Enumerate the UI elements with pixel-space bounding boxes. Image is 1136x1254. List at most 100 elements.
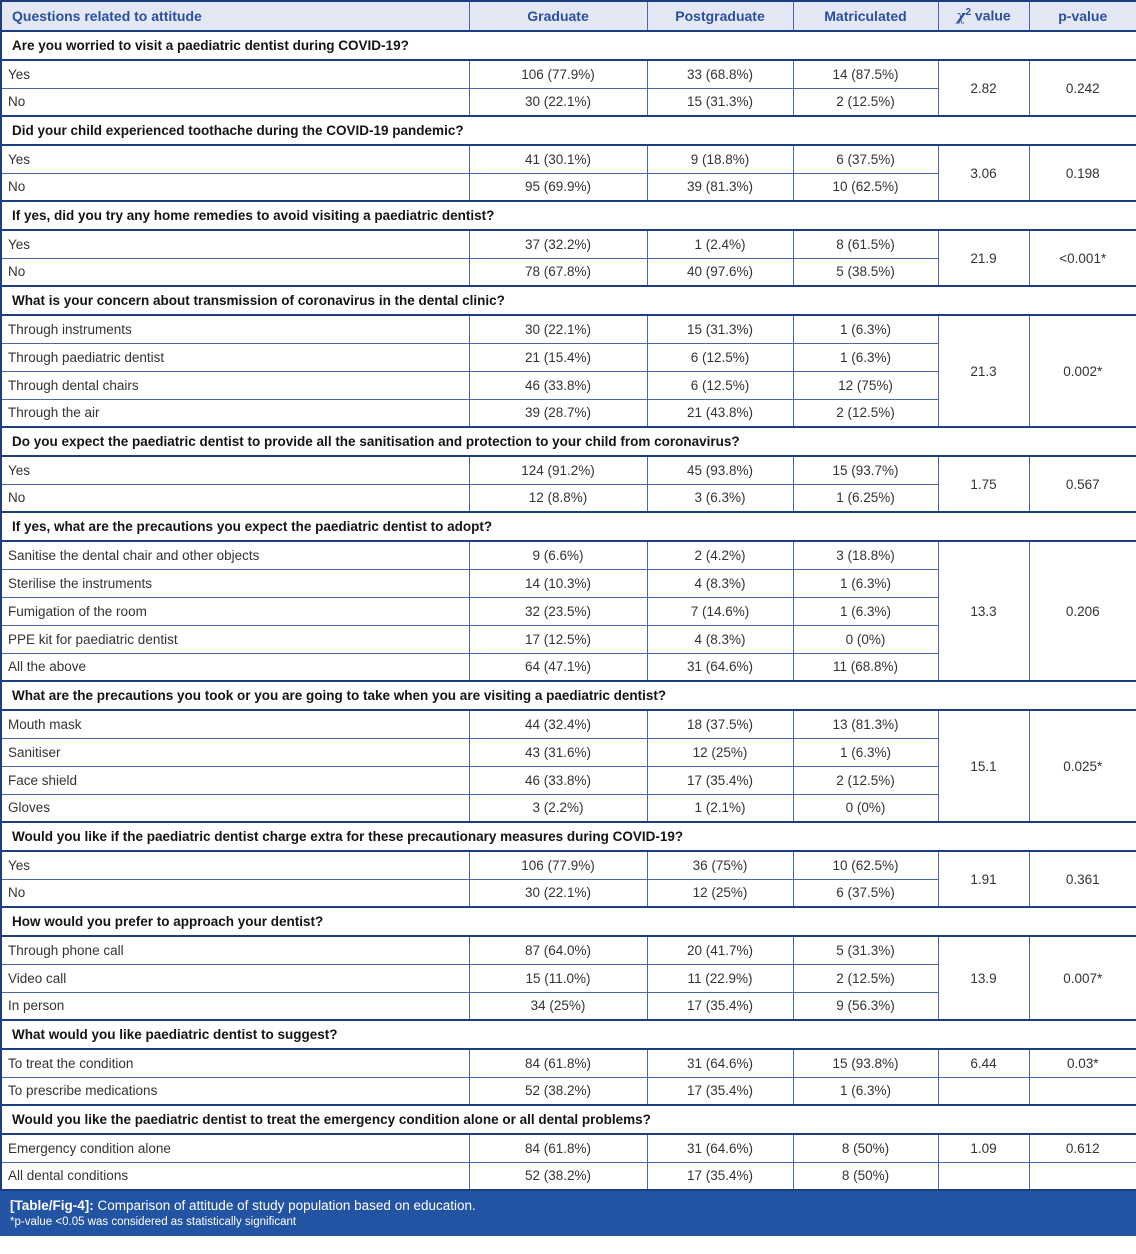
answer-row: Yes 124 (91.2%) 45 (93.8%) 15 (93.7%) 1.75 0.… <box>0 455 1136 513</box>
graduate-value-cell: 84 (61.8%) <box>468 1048 648 1078</box>
answer-row: All dental conditions 52 (38.2%) 17 (35.4%… <box>0 1161 1136 1191</box>
matriculated-value-cell: 1 (6.3%) <box>792 1076 939 1106</box>
question-row: Do you expect the paediatric dentist to … <box>0 426 1136 457</box>
table-caption-text: Comparison of attitude of study populati… <box>93 1198 476 1213</box>
postgraduate-value-cell: 31 (64.6%) <box>646 652 794 682</box>
answer-label-cell: No <box>0 483 470 513</box>
graduate-value-cell: 46 (33.8%) <box>468 765 648 795</box>
answer-label-cell: Sterilise the instruments <box>0 568 470 598</box>
postgraduate-value-cell: 18 (37.5%) <box>646 709 794 739</box>
chi-square-value-cell: 15.1 <box>937 709 1030 823</box>
answer-row: Through paediatric dentist 21 (15.4%) 6 (1… <box>0 342 1136 372</box>
question-cell: Do you expect the paediatric dentist to … <box>0 426 1136 457</box>
chi-value-text: value <box>971 7 1011 24</box>
graduate-value-cell: 52 (38.2%) <box>468 1161 648 1191</box>
p-value-cell: 0.361 <box>1028 850 1136 908</box>
graduate-value-cell: 9 (6.6%) <box>468 540 648 570</box>
answer-label-cell: Emergency condition alone <box>0 1133 470 1163</box>
question-cell: If yes, what are the precautions you exp… <box>0 511 1136 542</box>
answer-row: Gloves 3 (2.2%) 1 (2.1%) 0 (0%) <box>0 793 1136 823</box>
answer-label-cell: Sanitiser <box>0 737 470 767</box>
answer-row: Emergency condition alone 84 (61.8%) 31 (6… <box>0 1133 1136 1163</box>
postgraduate-value-cell: 17 (35.4%) <box>646 991 794 1021</box>
matriculated-value-cell: 15 (93.7%) <box>792 455 939 485</box>
postgraduate-value-cell: 6 (12.5%) <box>646 370 794 400</box>
matriculated-value-cell: 12 (75%) <box>792 370 939 400</box>
postgraduate-value-cell: 1 (2.1%) <box>646 793 794 823</box>
answer-row: All the above 64 (47.1%) 31 (64.6%) 11 (68.… <box>0 652 1136 682</box>
p-value-cell: <0.001* <box>1028 229 1136 287</box>
matriculated-value-cell: 6 (37.5%) <box>792 144 939 174</box>
postgraduate-value-cell: 11 (22.9%) <box>646 963 794 993</box>
answer-label-cell: All dental conditions <box>0 1161 470 1191</box>
answer-row: Through instruments 30 (22.1%) 15 (31.3%) 1… <box>0 314 1136 428</box>
answer-row: To prescribe medications 52 (38.2%) 17 (35… <box>0 1076 1136 1106</box>
matriculated-value-cell: 5 (38.5%) <box>792 257 939 287</box>
matriculated-value-cell: 5 (31.3%) <box>792 935 939 965</box>
answer-label-cell: No <box>0 87 470 117</box>
answer-label-cell: Yes <box>0 850 470 880</box>
question-row: How would you prefer to approach your de… <box>0 906 1136 937</box>
answer-row: Through phone call 87 (64.0%) 20 (41.7%) 5 … <box>0 935 1136 1021</box>
graduate-value-cell: 46 (33.8%) <box>468 370 648 400</box>
chi-square-value-cell <box>937 1076 1030 1106</box>
matriculated-value-cell: 8 (50%) <box>792 1133 939 1163</box>
answer-row: Sanitiser 43 (31.6%) 12 (25%) 1 (6.3%) <box>0 737 1136 767</box>
answer-label-cell: To prescribe medications <box>0 1076 470 1106</box>
postgraduate-value-cell: 6 (12.5%) <box>646 342 794 372</box>
graduate-value-cell: 106 (77.9%) <box>468 59 648 89</box>
graduate-value-cell: 124 (91.2%) <box>468 455 648 485</box>
matriculated-value-cell: 8 (50%) <box>792 1161 939 1191</box>
graduate-value-cell: 15 (11.0%) <box>468 963 648 993</box>
chi-superscript: 2 <box>965 7 972 19</box>
postgraduate-value-cell: 17 (35.4%) <box>646 765 794 795</box>
graduate-value-cell: 3 (2.2%) <box>468 793 648 823</box>
postgraduate-value-cell: 36 (75%) <box>646 850 794 880</box>
answer-label-cell: PPE kit for paediatric dentist <box>0 624 470 654</box>
answer-label-cell: In person <box>0 991 470 1021</box>
matriculated-value-cell: 2 (12.5%) <box>792 765 939 795</box>
graduate-value-cell: 37 (32.2%) <box>468 229 648 259</box>
graduate-value-cell: 34 (25%) <box>468 991 648 1021</box>
question-row: What are the precautions you took or you… <box>0 680 1136 711</box>
answer-label-cell: Yes <box>0 144 470 174</box>
postgraduate-value-cell: 4 (8.3%) <box>646 568 794 598</box>
question-cell: Would you like the paediatric dentist to… <box>0 1104 1136 1135</box>
answer-row: No 12 (8.8%) 3 (6.3%) 1 (6.25%) <box>0 483 1136 513</box>
graduate-value-cell: 84 (61.8%) <box>468 1133 648 1163</box>
matriculated-value-cell: 0 (0%) <box>792 624 939 654</box>
matriculated-value-cell: 2 (12.5%) <box>792 963 939 993</box>
graduate-value-cell: 39 (28.7%) <box>468 398 648 428</box>
p-value-cell: 0.206 <box>1028 540 1136 682</box>
answer-row: No 95 (69.9%) 39 (81.3%) 10 (62.5%) <box>0 172 1136 202</box>
p-value-cell: 0.025* <box>1028 709 1136 823</box>
column-header-pvalue: p-value <box>1028 0 1136 32</box>
answer-label-cell: Face shield <box>0 765 470 795</box>
answer-row: In person 34 (25%) 17 (35.4%) 9 (56.3%) <box>0 991 1136 1021</box>
matriculated-value-cell: 11 (68.8%) <box>792 652 939 682</box>
matriculated-value-cell: 2 (12.5%) <box>792 398 939 428</box>
question-cell: What is your concern about transmission … <box>0 285 1136 316</box>
postgraduate-value-cell: 20 (41.7%) <box>646 935 794 965</box>
table-caption-line: [Table/Fig-4]: Comparison of attitude of… <box>10 1198 1126 1213</box>
answer-label-cell: Yes <box>0 455 470 485</box>
question-cell: If yes, did you try any home remedies to… <box>0 200 1136 231</box>
postgraduate-value-cell: 15 (31.3%) <box>646 87 794 117</box>
graduate-value-cell: 14 (10.3%) <box>468 568 648 598</box>
graduate-value-cell: 64 (47.1%) <box>468 652 648 682</box>
column-header-chi-square: χ2 value <box>937 0 1030 32</box>
answer-row: Fumigation of the room 32 (23.5%) 7 (14.6%… <box>0 596 1136 626</box>
answer-label-cell: All the above <box>0 652 470 682</box>
postgraduate-value-cell: 7 (14.6%) <box>646 596 794 626</box>
matriculated-value-cell: 2 (12.5%) <box>792 87 939 117</box>
answer-label-cell: Through phone call <box>0 935 470 965</box>
chi-square-value-cell <box>937 1161 1030 1191</box>
postgraduate-value-cell: 31 (64.6%) <box>646 1133 794 1163</box>
graduate-value-cell: 30 (22.1%) <box>468 314 648 344</box>
answer-row: Through the air 39 (28.7%) 21 (43.8%) 2 (12… <box>0 398 1136 428</box>
question-cell: Would you like if the paediatric dentist… <box>0 821 1136 852</box>
chi-square-value-cell: 1.75 <box>937 455 1030 513</box>
answer-label-cell: No <box>0 257 470 287</box>
column-header-questions: Questions related to attitude <box>0 0 470 32</box>
